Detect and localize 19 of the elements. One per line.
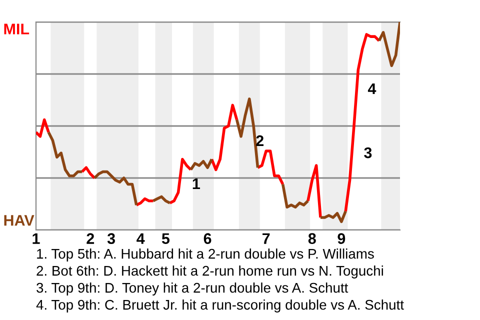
x-tick-label: 9 bbox=[338, 233, 346, 244]
annotation: 2 bbox=[256, 135, 264, 146]
text: 1. Top 5th: A. Hubbard hit a 2-run double vs P. Williams bbox=[37, 248, 374, 262]
x-tick-label: 6 bbox=[204, 233, 212, 244]
text: 2. Bot 6th: D. Hackett hit a 2-run home run vs N. Toguchi bbox=[36, 266, 383, 278]
x-tick-label: 8 bbox=[308, 233, 316, 244]
text: 4. Top 9th: C. Bruett Jr. hit a run-scoring double vs A. Schutt bbox=[36, 300, 404, 312]
text: HAV bbox=[4, 215, 34, 226]
x-tick-label: 3 bbox=[107, 233, 116, 244]
annotation: 3 bbox=[364, 147, 372, 158]
x-tick-label: 1 bbox=[32, 233, 40, 244]
text: 3. Top 9th: D. Toney hit a 2-run double vs A. Schutt bbox=[36, 282, 348, 296]
annotation: 4 bbox=[368, 83, 376, 94]
x-tick-label: 5 bbox=[162, 233, 170, 244]
x-tick-label: 4 bbox=[136, 233, 145, 244]
annotation: 1 bbox=[192, 178, 200, 190]
text: MIL bbox=[4, 24, 30, 34]
x-tick-label: 2 bbox=[86, 233, 94, 244]
x-tick-label: 7 bbox=[262, 233, 270, 244]
